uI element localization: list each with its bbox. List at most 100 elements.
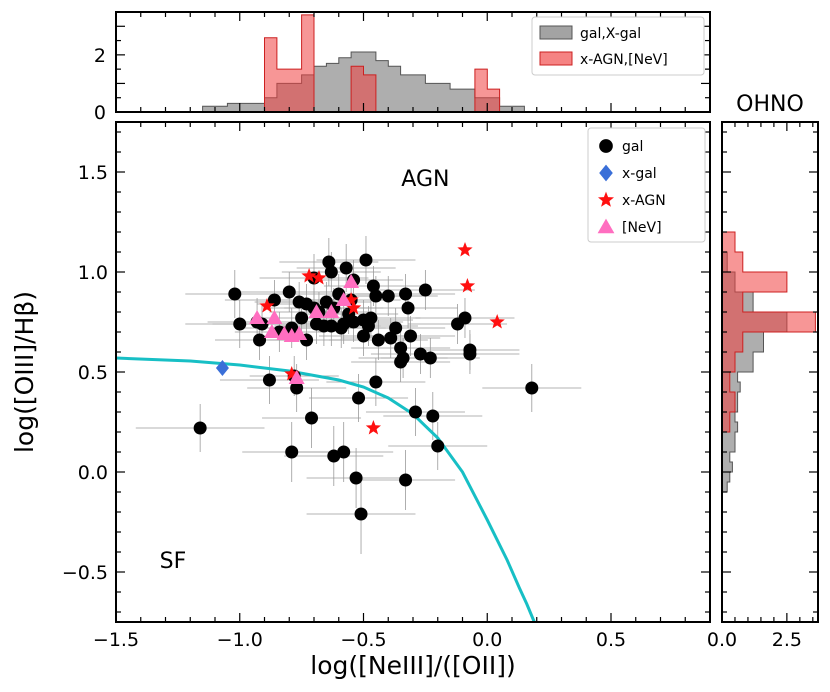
legend-marker — [598, 191, 614, 207]
circle-point — [233, 317, 247, 331]
legend-box — [587, 127, 706, 243]
top-ticks — [115, 11, 711, 113]
triangle-point — [343, 274, 360, 288]
y-tick-label: 0.5 — [78, 362, 108, 384]
right-x-tick-label: 0.0 — [707, 629, 737, 651]
legend-label: gal — [622, 139, 643, 155]
top-y-tick-label: 0 — [94, 102, 106, 124]
right-histogram-title: OHNO — [736, 92, 804, 117]
star-point — [301, 268, 317, 283]
circle-point — [396, 351, 410, 365]
circle-point — [285, 445, 299, 459]
legend-label: [NeV] — [622, 220, 662, 236]
right-x-tick-label: 2.5 — [772, 629, 802, 651]
circle-point — [349, 471, 363, 485]
legend-label: x-AGN — [622, 193, 666, 209]
series-xagn — [259, 242, 505, 435]
top-histogram: 0 2 gal,X-gal x-AGN,[NeV] — [94, 11, 711, 124]
star-point — [365, 420, 381, 435]
annotation-sf: SF — [160, 549, 187, 574]
circle-point — [339, 261, 353, 275]
triangle-point — [335, 292, 352, 306]
circle-point — [253, 333, 267, 347]
circle-point — [327, 449, 341, 463]
circle-point — [463, 347, 477, 361]
circle-point — [423, 351, 437, 365]
hist-top-xagn-nev — [190, 14, 537, 113]
circle-point — [389, 321, 403, 335]
circle-point — [324, 319, 338, 333]
circle-point — [337, 445, 351, 459]
series-gal — [193, 253, 539, 521]
circle-point — [418, 283, 432, 297]
circle-point — [525, 381, 539, 395]
main-legend: gal x-gal x-AGN [NeV] — [587, 127, 706, 243]
legend-swatch — [539, 51, 573, 66]
triangle-point — [323, 304, 340, 318]
circle-point — [359, 253, 373, 267]
triangle-point — [263, 324, 280, 338]
circle-point — [267, 293, 281, 307]
circle-point — [324, 265, 338, 279]
star-point — [259, 298, 275, 313]
y-tick-label: 1.0 — [78, 262, 108, 284]
circle-point — [193, 421, 207, 435]
demarcation-curve — [116, 356, 536, 622]
circle-point — [262, 373, 276, 387]
triangle-point — [291, 326, 308, 340]
series-xgal — [215, 360, 229, 376]
circle-point — [354, 507, 368, 521]
x-tick-label: −1.5 — [93, 629, 139, 651]
circle-point — [369, 375, 383, 389]
circle-point — [228, 287, 242, 301]
triangle-point — [308, 304, 325, 318]
legend-label: gal,X-gal — [580, 26, 641, 42]
right-ticks — [721, 122, 818, 622]
circle-point — [290, 381, 304, 395]
circle-point — [431, 439, 445, 453]
circle-point — [401, 301, 415, 315]
circle-point — [404, 329, 418, 343]
legend-swatch — [539, 25, 573, 40]
star-point — [457, 242, 473, 257]
circle-point — [322, 255, 336, 269]
circle-point — [357, 329, 370, 343]
y-tick-label: 1.5 — [78, 162, 108, 184]
circle-point — [381, 289, 395, 303]
x-axis-label: log([NeIII]/([OII]) — [310, 651, 515, 680]
circle-point — [394, 341, 408, 355]
star-point — [459, 278, 476, 293]
legend-box — [531, 16, 705, 76]
circle-point — [413, 347, 427, 361]
circle-point — [364, 311, 378, 325]
legend-marker — [599, 139, 613, 153]
star-point — [346, 300, 362, 315]
circle-point — [399, 287, 413, 301]
circle-point — [366, 279, 380, 293]
circle-point — [399, 473, 413, 487]
diamond-point — [215, 360, 229, 376]
x-tick-label: 0.5 — [596, 629, 626, 651]
circle-point — [369, 289, 383, 303]
triangle-point — [249, 310, 266, 324]
y-tick-label: 0.0 — [78, 462, 108, 484]
star-point — [489, 314, 505, 329]
annotation-agn: AGN — [401, 167, 449, 192]
circle-point — [282, 285, 296, 299]
legend-label: x-gal — [622, 166, 657, 182]
top-y-tick-label: 2 — [94, 45, 106, 67]
top-legend: gal,X-gal x-AGN,[NeV] — [531, 16, 705, 76]
series-nev — [249, 274, 360, 384]
circle-point — [352, 391, 366, 405]
legend-label: x-AGN,[NeV] — [580, 52, 668, 68]
right-histogram: 0.0 2.5 OHNO — [707, 92, 819, 651]
star-point — [343, 292, 359, 307]
y-tick-label: −0.5 — [62, 562, 108, 584]
x-tick-label: −1.0 — [217, 629, 263, 651]
triangle-point — [266, 310, 283, 324]
circle-point — [408, 405, 422, 419]
main-plot-area — [116, 236, 582, 622]
star-point — [311, 270, 327, 285]
circle-point — [371, 333, 385, 347]
